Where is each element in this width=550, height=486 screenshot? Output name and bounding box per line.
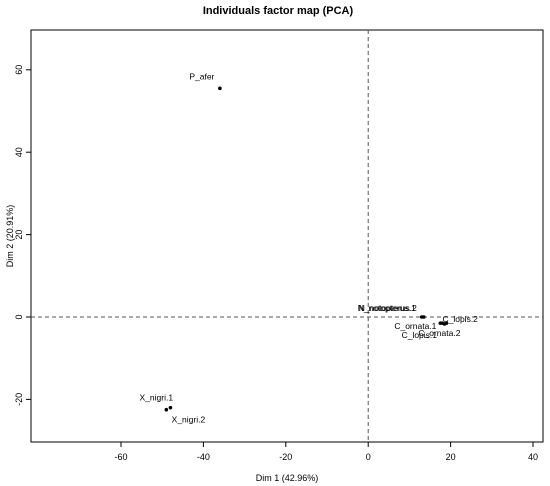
x-axis-label: Dim 1 (42.96%) bbox=[256, 473, 319, 483]
point-label-n-notopterus-1: N_notopterus.1 bbox=[358, 303, 416, 313]
x-tick-label: 0 bbox=[366, 452, 371, 462]
point-label-x-nigri-1: X_nigri.1 bbox=[140, 393, 174, 403]
y-tick-label: 60 bbox=[14, 65, 24, 75]
x-tick-label: -20 bbox=[279, 452, 292, 462]
y-axis-label: Dim 2 (20.91%) bbox=[5, 205, 15, 268]
point-c-ornata-2 bbox=[442, 322, 447, 326]
y-tick-label: -20 bbox=[14, 393, 24, 406]
point-label-c-ornata-1: C_ornata.1 bbox=[394, 321, 436, 331]
reference-lines bbox=[31, 30, 543, 442]
points-layer: P_afer X_nigri.1 X_nigri.2 N_notopterus.1N_… bbox=[140, 71, 479, 424]
x-tick-label: -40 bbox=[197, 452, 210, 462]
plot-frame bbox=[30, 29, 544, 443]
x-axis: -60 -40 -20 0 20 40 bbox=[114, 442, 538, 462]
point-p-afer bbox=[218, 86, 222, 91]
point-label-c-lopis-1: C_lopis.1 bbox=[402, 330, 438, 340]
y-tick-label: 40 bbox=[14, 147, 24, 157]
point-x-nigri-1 bbox=[164, 407, 169, 412]
point-label-x-nigri-2: X_nigri.2 bbox=[172, 415, 206, 425]
point-label-c-ornata-2: C_ornata.2 bbox=[418, 328, 460, 338]
point-label-c-lopis-2: C_lopis.2 bbox=[442, 314, 478, 324]
y-tick-label: 20 bbox=[14, 230, 24, 240]
x-tick-label: 40 bbox=[528, 452, 538, 462]
y-axis: -20 0 20 40 60 bbox=[14, 65, 31, 406]
y-tick-label: 0 bbox=[14, 314, 24, 319]
point-label-n-notopterus-2: N_notopterus.2 bbox=[359, 303, 417, 313]
point-label-p-afer: P_afer bbox=[189, 71, 214, 81]
point-n-notopterus-2 bbox=[422, 315, 426, 319]
point-x-nigri-2 bbox=[168, 405, 173, 410]
x-tick-label: -60 bbox=[114, 452, 127, 462]
x-tick-label: 20 bbox=[446, 452, 456, 462]
chart-title: Individuals factor map (PCA) bbox=[203, 5, 354, 17]
